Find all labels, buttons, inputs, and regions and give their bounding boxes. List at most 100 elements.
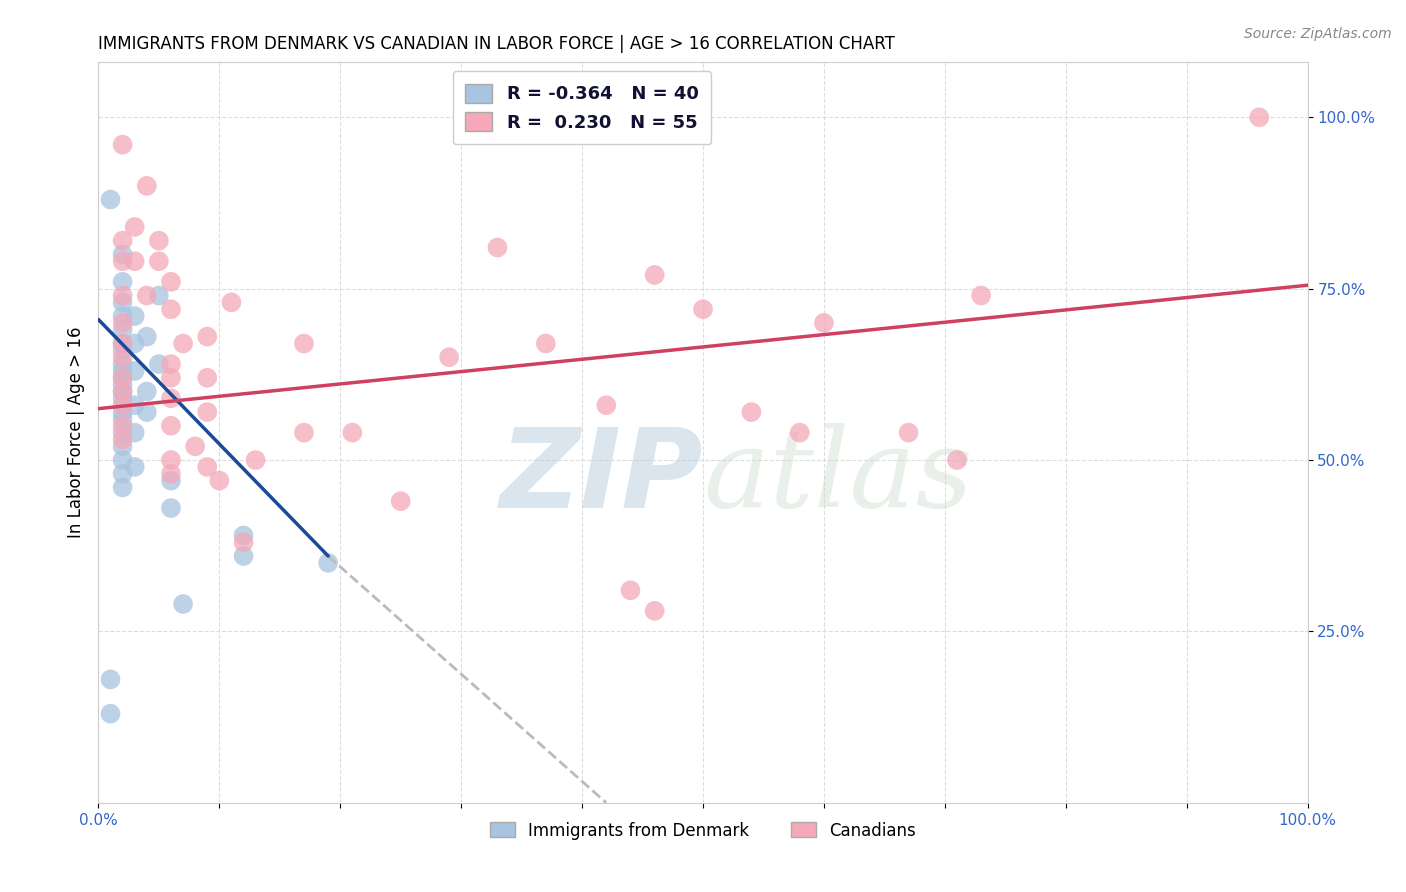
Point — [148, 357, 170, 371]
Point — [111, 295, 134, 310]
Point — [148, 288, 170, 302]
Point — [111, 137, 134, 152]
Point — [292, 425, 315, 440]
Point — [135, 178, 157, 193]
Point — [111, 309, 134, 323]
Point — [111, 412, 134, 426]
Point — [135, 405, 157, 419]
Point — [124, 425, 146, 440]
Point — [1249, 110, 1271, 124]
Point — [111, 336, 134, 351]
Point — [111, 453, 134, 467]
Point — [100, 193, 122, 207]
Point — [135, 288, 157, 302]
Point — [172, 336, 194, 351]
Point — [195, 405, 218, 419]
Point — [124, 459, 146, 474]
Point — [292, 336, 315, 351]
Point — [111, 336, 134, 351]
Point — [148, 254, 170, 268]
Legend: Immigrants from Denmark, Canadians: Immigrants from Denmark, Canadians — [484, 815, 922, 847]
Point — [595, 398, 617, 412]
Point — [111, 288, 134, 302]
Point — [534, 336, 557, 351]
Point — [111, 439, 134, 453]
Point — [195, 459, 218, 474]
Point — [789, 425, 811, 440]
Point — [111, 316, 134, 330]
Point — [644, 604, 666, 618]
Point — [111, 418, 134, 433]
Point — [111, 405, 134, 419]
Point — [644, 268, 666, 282]
Point — [111, 350, 134, 364]
Point — [437, 350, 460, 364]
Point — [692, 302, 714, 317]
Point — [111, 384, 134, 399]
Point — [111, 275, 134, 289]
Point — [208, 474, 231, 488]
Point — [111, 357, 134, 371]
Point — [160, 474, 183, 488]
Point — [160, 418, 183, 433]
Point — [124, 254, 146, 268]
Point — [813, 316, 835, 330]
Text: atlas: atlas — [703, 424, 973, 531]
Y-axis label: In Labor Force | Age > 16: In Labor Force | Age > 16 — [66, 326, 84, 539]
Point — [619, 583, 641, 598]
Point — [160, 357, 183, 371]
Point — [160, 392, 183, 406]
Point — [148, 234, 170, 248]
Text: ZIP: ZIP — [499, 424, 703, 531]
Point — [111, 425, 134, 440]
Point — [316, 556, 339, 570]
Point — [111, 480, 134, 494]
Point — [111, 323, 134, 337]
Point — [135, 329, 157, 343]
Point — [160, 302, 183, 317]
Point — [100, 706, 122, 721]
Point — [124, 309, 146, 323]
Text: Source: ZipAtlas.com: Source: ZipAtlas.com — [1244, 27, 1392, 41]
Point — [946, 453, 969, 467]
Point — [897, 425, 920, 440]
Point — [232, 549, 254, 563]
Point — [232, 535, 254, 549]
Point — [160, 371, 183, 385]
Point — [124, 398, 146, 412]
Point — [184, 439, 207, 453]
Point — [160, 467, 183, 481]
Point — [124, 336, 146, 351]
Point — [342, 425, 364, 440]
Point — [111, 234, 134, 248]
Point — [221, 295, 243, 310]
Point — [124, 219, 146, 234]
Point — [111, 343, 134, 358]
Point — [111, 433, 134, 447]
Point — [245, 453, 267, 467]
Point — [111, 377, 134, 392]
Point — [160, 275, 183, 289]
Point — [740, 405, 762, 419]
Point — [135, 384, 157, 399]
Point — [111, 384, 134, 399]
Point — [389, 494, 412, 508]
Point — [111, 247, 134, 261]
Point — [195, 329, 218, 343]
Point — [111, 364, 134, 378]
Point — [111, 467, 134, 481]
Point — [160, 453, 183, 467]
Point — [486, 240, 509, 255]
Point — [111, 371, 134, 385]
Point — [111, 398, 134, 412]
Point — [232, 528, 254, 542]
Point — [970, 288, 993, 302]
Point — [172, 597, 194, 611]
Point — [100, 673, 122, 687]
Point — [111, 254, 134, 268]
Point — [111, 371, 134, 385]
Point — [160, 501, 183, 516]
Text: IMMIGRANTS FROM DENMARK VS CANADIAN IN LABOR FORCE | AGE > 16 CORRELATION CHART: IMMIGRANTS FROM DENMARK VS CANADIAN IN L… — [98, 35, 896, 53]
Point — [195, 371, 218, 385]
Point — [111, 392, 134, 406]
